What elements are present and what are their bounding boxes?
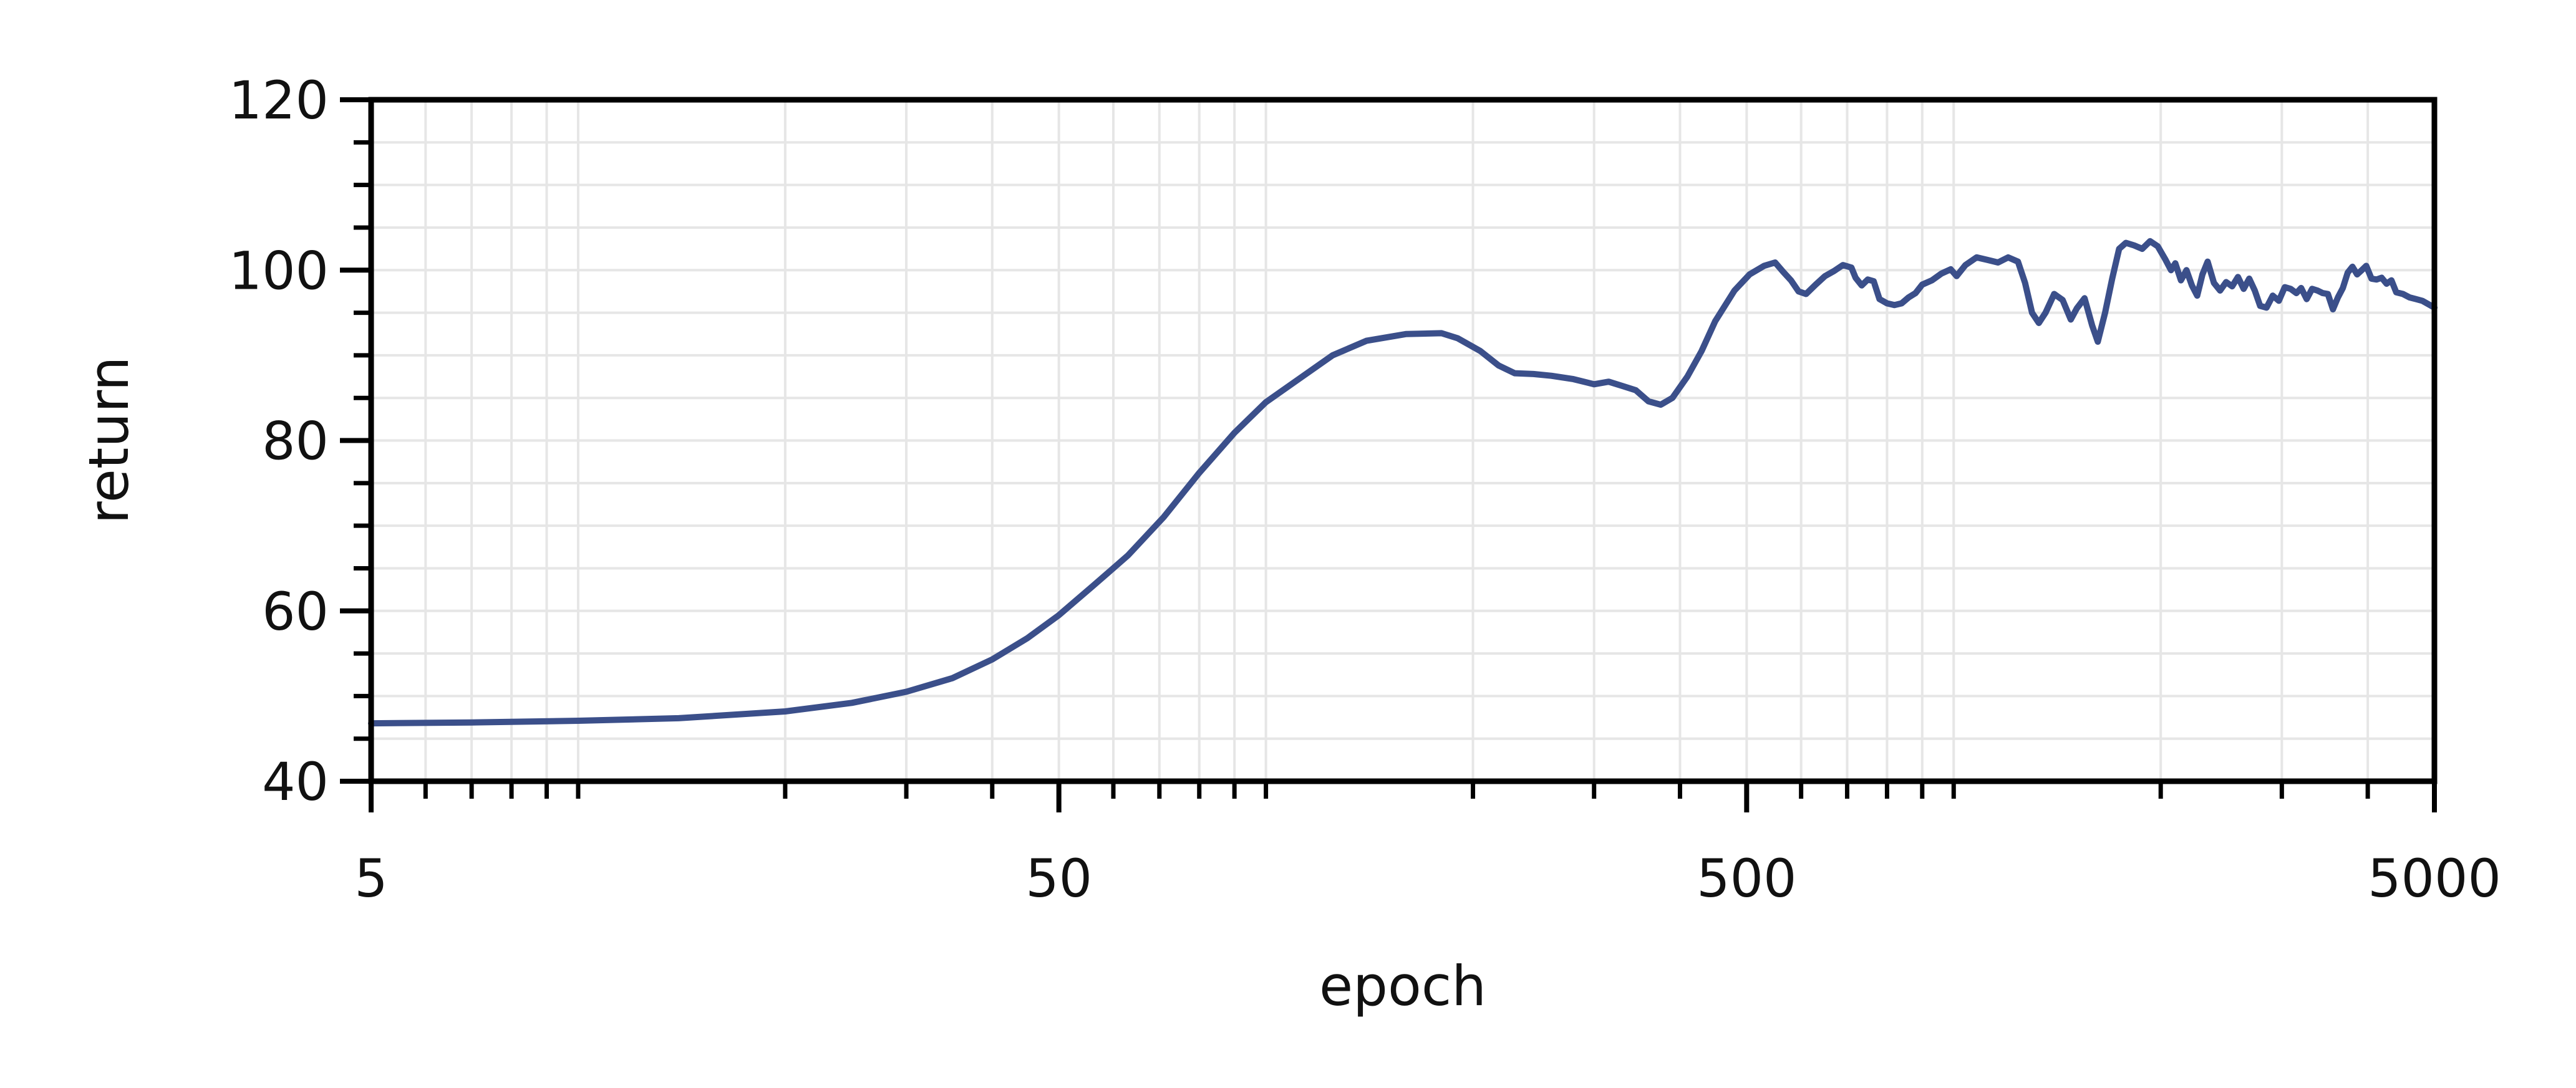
x-tick-label: 50 <box>1025 848 1092 909</box>
y-axis-label: return <box>77 356 141 524</box>
x-tick-label: 5000 <box>2368 848 2501 909</box>
x-axis-label: epoch <box>1319 954 1486 1018</box>
plot-frame <box>368 97 2438 784</box>
y-tick-label: 40 <box>262 751 329 812</box>
y-tick-label: 100 <box>229 240 329 301</box>
series-line <box>368 238 2438 727</box>
y-tick-label: 80 <box>262 411 329 472</box>
y-tick-label: 120 <box>229 70 329 131</box>
series-layer <box>368 238 2438 727</box>
x-tick-label: 5 <box>354 848 387 909</box>
x-tick-label: 500 <box>1697 848 1796 909</box>
y-tick-label: 60 <box>262 581 329 642</box>
axis-ticks <box>340 97 2437 812</box>
tick-labels: 5 50 500 5000 40 60 80 100 120 <box>229 70 2501 909</box>
